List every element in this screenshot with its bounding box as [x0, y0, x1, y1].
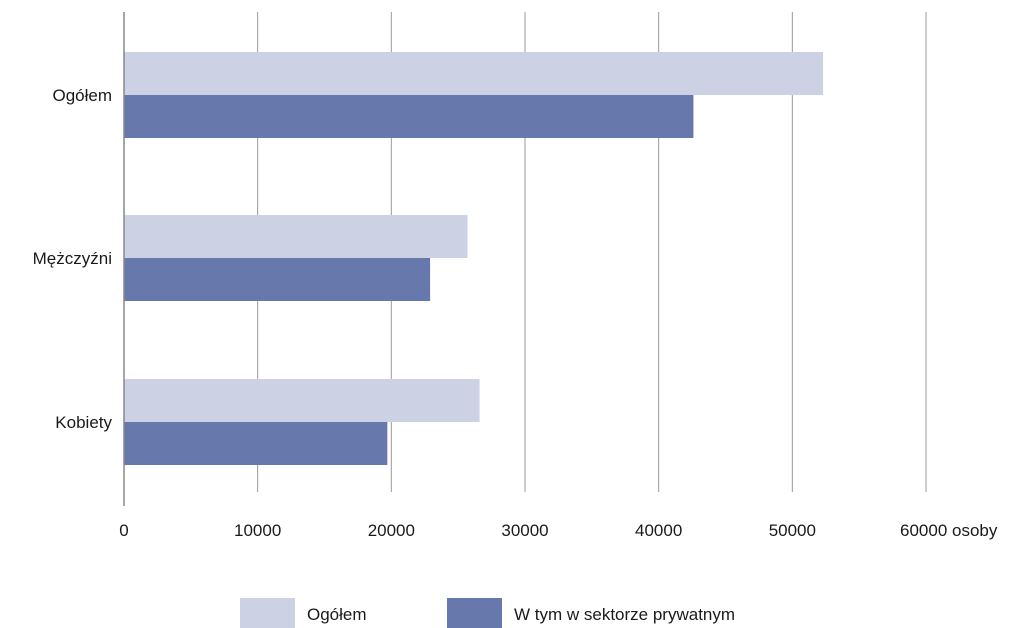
bar-total-2: [124, 379, 480, 422]
x-tick-label-5: 50000: [769, 521, 816, 540]
category-label-1: Mężczyźni: [33, 249, 112, 268]
bar-private-0: [124, 95, 694, 138]
category-label-0: Ogółem: [52, 86, 112, 105]
x-tick-label-0: 0: [119, 521, 128, 540]
x-tick-label-6: 60000 osoby: [900, 521, 998, 540]
category-label-2: Kobiety: [55, 413, 112, 432]
legend-swatch-1: [447, 598, 502, 628]
x-tick-label-1: 10000: [234, 521, 281, 540]
bar-private-2: [124, 422, 388, 465]
bars: [124, 52, 824, 465]
bar-total-1: [124, 215, 468, 258]
category-labels: Ogółem Mężczyźni Kobiety: [33, 86, 113, 432]
legend-label-1: W tym w sektorze prywatnym: [514, 605, 735, 624]
bar-private-1: [124, 258, 431, 301]
legend-swatch-0: [240, 598, 295, 628]
bar-total-0: [124, 52, 824, 95]
x-tick-label-4: 40000: [635, 521, 682, 540]
legend-label-0: Ogółem: [307, 605, 367, 624]
legend: Ogółem W tym w sektorze prywatnym: [240, 598, 735, 628]
x-tick-label-2: 20000: [368, 521, 415, 540]
x-tick-labels: 0 10000 20000 30000 40000 50000 60000 osoby: [119, 521, 998, 540]
x-tick-label-3: 30000: [501, 521, 548, 540]
